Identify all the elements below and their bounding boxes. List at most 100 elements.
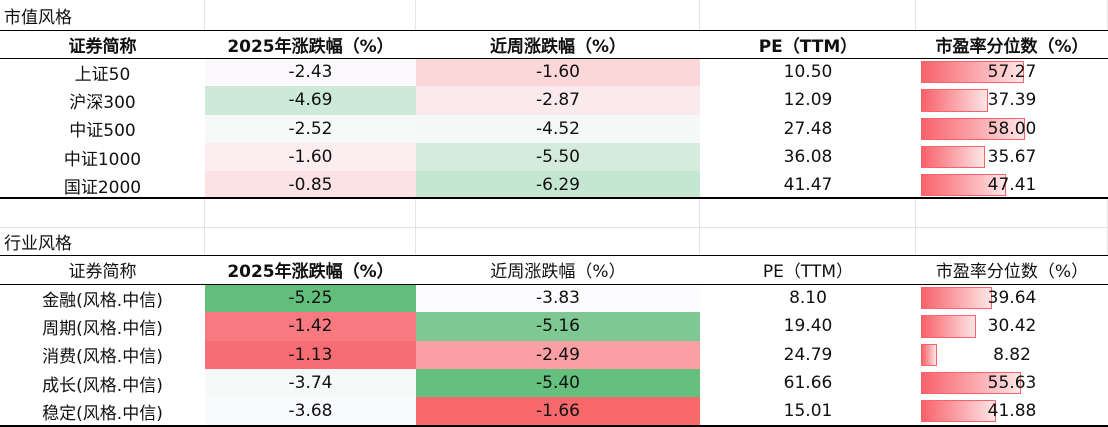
cell-name[interactable]: 稳定(风格.中信) [42,403,163,424]
gridline-rule [0,227,1108,228]
empty-cell[interactable] [700,0,916,30]
cell-name[interactable]: 沪深300 [69,92,136,113]
cell-ytd[interactable]: -1.60 [205,142,416,172]
column-header-pct[interactable]: 市盈率分位数（%） [935,262,1089,282]
cell-ytd[interactable]: -2.43 [205,58,416,87]
cell-name[interactable]: 国证2000 [63,177,142,198]
table-row: 稳定(风格.中信) -3.68 -1.66 15.01 41.88 [0,397,1108,426]
table-row: 消费(风格.中信) -1.13 -2.49 24.79 8.82 [0,340,1108,369]
percentile-value: 58.00 [987,118,1037,139]
table-row: 国证2000 -0.85 -6.29 41.47 47.41 [0,171,1108,200]
empty-cell[interactable] [700,227,916,255]
percentile-data-bar [921,117,1025,140]
percentile-data-bar [921,343,937,366]
section-title-row: 市值风格 [0,0,1108,30]
header-top-rule [0,30,1108,31]
column-header-name[interactable]: 证券简称 [68,262,137,282]
cell-pct[interactable]: 39.64 [916,284,1108,312]
empty-cell[interactable] [700,199,916,227]
column-header-week[interactable]: 近周涨跌幅（%） [489,36,627,57]
percentile-value: 39.64 [987,288,1037,309]
cell-week[interactable]: -5.16 [416,312,700,341]
cell-name[interactable]: 周期(风格.中信) [42,318,163,339]
column-header-pe[interactable]: PE（TTM） [758,36,858,57]
cell-pe[interactable]: 24.79 [783,344,833,365]
percentile-value: 57.27 [987,62,1037,83]
percentile-data-bar [921,287,993,310]
empty-cell[interactable] [0,199,205,227]
cell-pct[interactable]: 47.41 [916,171,1108,199]
column-header-pe[interactable]: PE（TTM） [762,262,854,282]
cell-name[interactable]: 成长(风格.中信) [42,375,163,396]
percentile-data-bar [921,400,997,423]
empty-cell[interactable] [916,227,1108,255]
cell-week[interactable]: -4.52 [416,114,700,143]
section-title[interactable]: 行业风格 [0,227,205,255]
table-row: 沪深300 -4.69 -2.87 12.09 37.39 [0,86,1108,115]
percentile-data-bar [921,315,976,338]
table-bottom-rule [0,197,1108,199]
cell-week[interactable]: -2.87 [416,86,700,115]
cell-week[interactable]: -6.29 [416,171,700,200]
cell-pe[interactable]: 61.66 [783,373,833,394]
cell-week[interactable]: -1.60 [416,58,700,87]
empty-cell[interactable] [205,199,416,227]
cell-week[interactable]: -3.83 [416,284,700,313]
cell-pct[interactable]: 30.42 [916,312,1108,340]
cell-pe[interactable]: 15.01 [783,401,833,422]
cell-week[interactable]: -5.40 [416,368,700,398]
cell-name[interactable]: 中证500 [69,121,136,142]
column-header-ytd[interactable]: 2025年涨跌幅（%） [227,262,394,282]
cell-pe[interactable]: 8.10 [789,288,827,309]
cell-pe[interactable]: 19.40 [783,316,833,337]
cell-week[interactable]: -1.66 [416,397,700,426]
cell-name[interactable]: 金融(风格.中信) [42,290,163,311]
cell-ytd[interactable]: -3.68 [205,397,416,426]
percentile-value: 55.63 [987,373,1037,394]
percentile-data-bar [921,145,985,169]
cell-week[interactable]: -2.49 [416,340,700,369]
percentile-value: 8.82 [993,344,1031,365]
cell-pct[interactable]: 58.00 [916,115,1108,143]
cell-pe[interactable]: 36.08 [783,147,833,168]
cell-pct[interactable]: 35.67 [916,143,1108,171]
empty-cell[interactable] [205,227,416,255]
cell-pct[interactable]: 37.39 [916,86,1108,114]
column-header-pct[interactable]: 市盈率分位数（%） [935,36,1089,57]
column-header-name[interactable]: 证券简称 [68,36,137,57]
cell-pct[interactable]: 8.82 [916,341,1108,369]
empty-cell[interactable] [916,0,1108,30]
cell-ytd[interactable]: -0.85 [205,171,416,200]
column-header-ytd[interactable]: 2025年涨跌幅（%） [227,36,394,57]
cell-ytd[interactable]: -1.13 [205,340,416,369]
cell-week[interactable]: -5.50 [416,142,700,172]
cell-name[interactable]: 上证50 [74,64,131,85]
cell-ytd[interactable]: -1.42 [205,312,416,341]
section-title[interactable]: 市值风格 [0,0,205,30]
cell-pct[interactable]: 55.63 [916,369,1108,397]
cell-pct[interactable]: 41.88 [916,397,1108,425]
cell-pe[interactable]: 41.47 [783,175,833,196]
empty-cell[interactable] [916,199,1108,227]
cell-ytd[interactable]: -3.74 [205,368,416,398]
cell-ytd[interactable]: -4.69 [205,86,416,115]
cell-pe[interactable]: 10.50 [783,62,833,83]
cell-ytd[interactable]: -5.25 [205,284,416,313]
header-top-rule [0,255,1108,256]
cell-pe[interactable]: 27.48 [783,118,833,139]
header-bottom-rule [0,284,1108,285]
cell-pct[interactable]: 57.27 [916,58,1108,86]
empty-cell[interactable] [416,0,700,30]
empty-cell[interactable] [416,227,700,255]
percentile-value: 37.39 [987,90,1037,111]
cell-pe[interactable]: 12.09 [783,90,833,111]
cell-name[interactable]: 中证1000 [63,149,142,170]
empty-cell[interactable] [205,0,416,30]
cell-ytd[interactable]: -2.52 [205,114,416,143]
cell-name[interactable]: 消费(风格.中信) [42,347,163,368]
percentile-data-bar [921,174,1006,197]
column-header-week[interactable]: 近周涨跌幅（%） [490,262,626,282]
percentile-data-bar [921,371,1021,395]
empty-cell[interactable] [416,199,700,227]
